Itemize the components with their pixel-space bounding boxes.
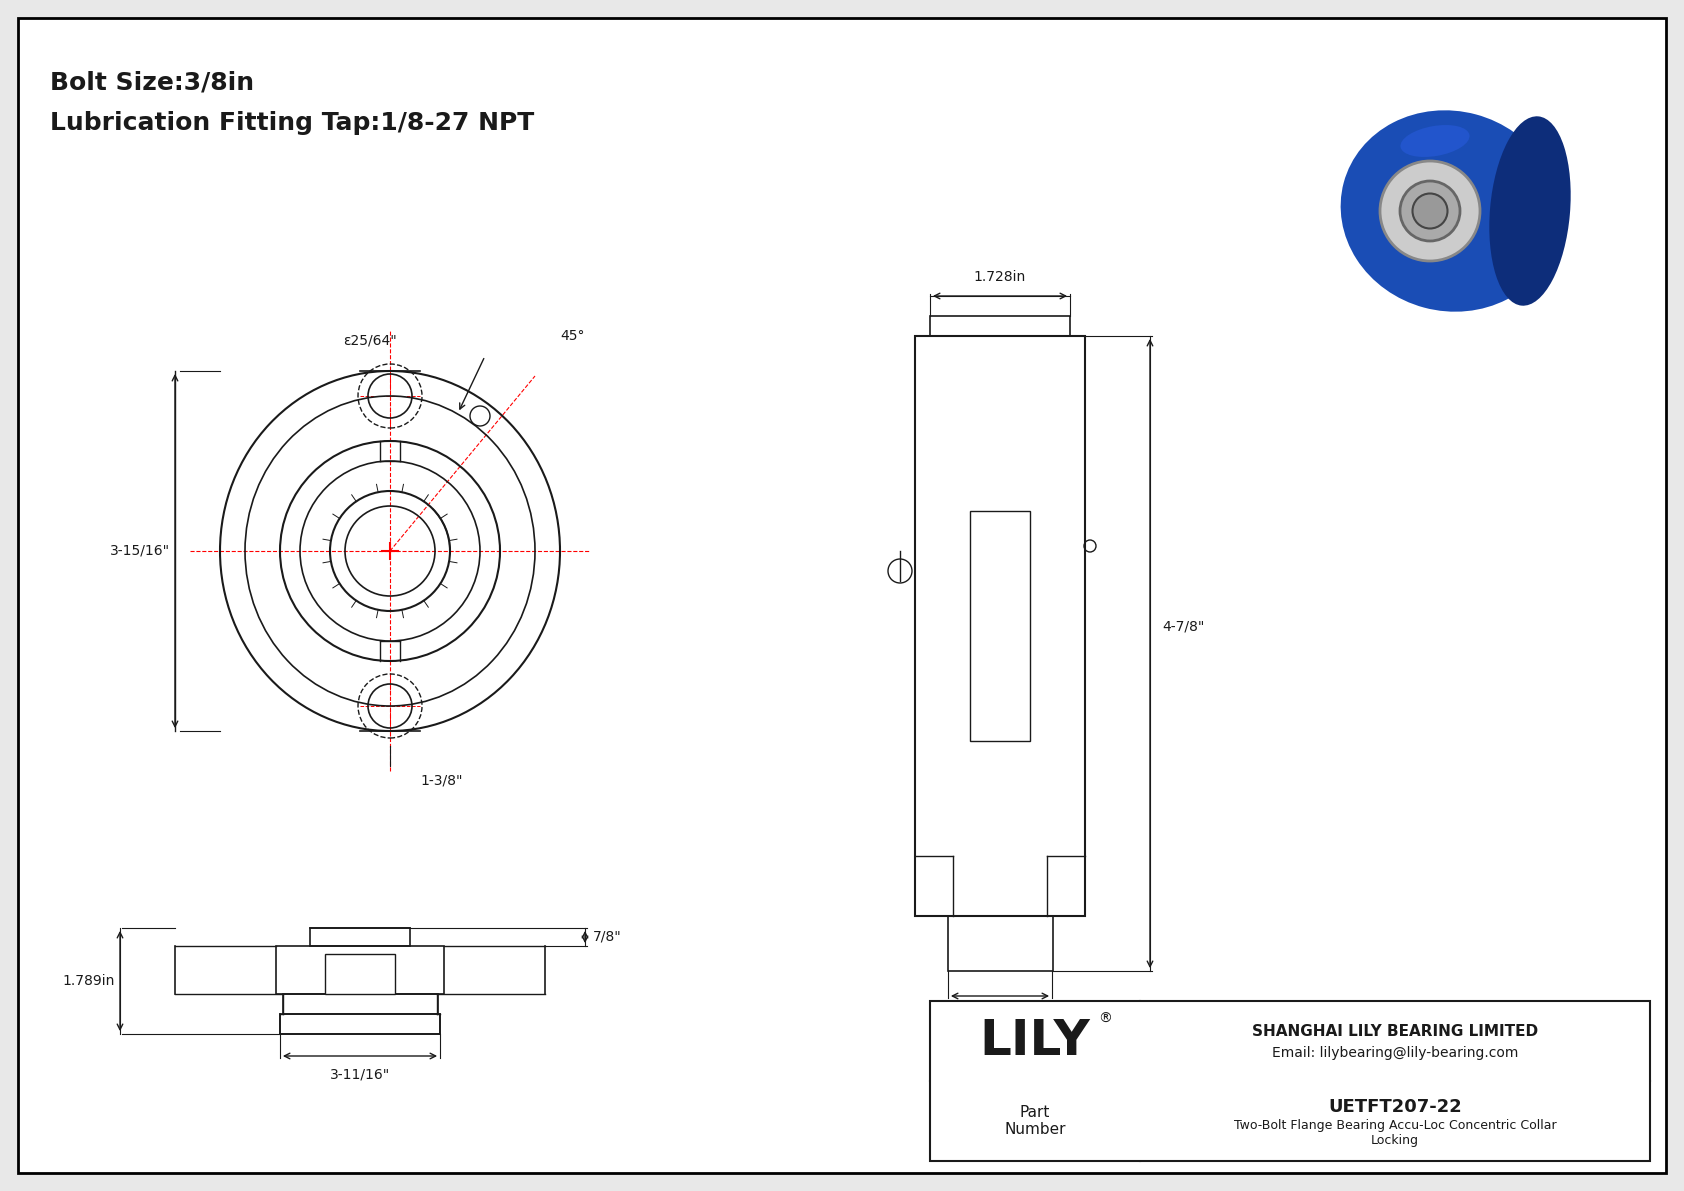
Bar [930, 316, 1069, 336]
Bar [970, 511, 1031, 741]
Bar [310, 928, 409, 946]
Text: SHANGHAI LILY BEARING LIMITED: SHANGHAI LILY BEARING LIMITED [1251, 1023, 1537, 1039]
Text: Bolt Size:3/8in: Bolt Size:3/8in [51, 71, 254, 95]
Text: Two-Bolt Flange Bearing Accu-Loc Concentric Collar
Locking: Two-Bolt Flange Bearing Accu-Loc Concent… [1234, 1120, 1556, 1147]
Ellipse shape [1399, 181, 1460, 241]
Text: 1.789in: 1.789in [62, 974, 115, 989]
Ellipse shape [1413, 193, 1448, 229]
Bar [914, 336, 1084, 916]
Ellipse shape [1401, 125, 1470, 157]
Text: 4-7/8": 4-7/8" [1162, 619, 1204, 632]
Bar [948, 916, 1052, 971]
Text: 7/8": 7/8" [593, 930, 621, 944]
Text: 1-3/8": 1-3/8" [419, 774, 463, 788]
Bar [280, 1014, 440, 1034]
Bar [930, 1000, 1650, 1161]
Text: ɛ25/64": ɛ25/64" [344, 333, 397, 348]
Text: Part
Number: Part Number [1004, 1105, 1066, 1137]
Text: Email: lilybearing@lily-bearing.com: Email: lilybearing@lily-bearing.com [1271, 1046, 1519, 1060]
Bar [283, 994, 438, 1014]
Text: 1-7/32": 1-7/32" [1031, 1008, 1081, 1022]
Text: 3-11/16": 3-11/16" [330, 1068, 391, 1081]
Ellipse shape [1340, 111, 1559, 312]
Text: 1.728in: 1.728in [973, 270, 1026, 283]
Text: Lubrication Fitting Tap:1/8-27 NPT: Lubrication Fitting Tap:1/8-27 NPT [51, 111, 534, 135]
Text: 45°: 45° [561, 329, 584, 343]
Text: UETFT207-22: UETFT207-22 [1329, 1098, 1462, 1116]
Bar [325, 954, 396, 994]
Bar [276, 946, 445, 994]
Ellipse shape [1489, 117, 1571, 306]
Text: LILY: LILY [980, 1017, 1090, 1065]
Ellipse shape [1379, 161, 1480, 261]
Text: 3-15/16": 3-15/16" [109, 544, 170, 559]
Text: ®: ® [1098, 1012, 1111, 1025]
